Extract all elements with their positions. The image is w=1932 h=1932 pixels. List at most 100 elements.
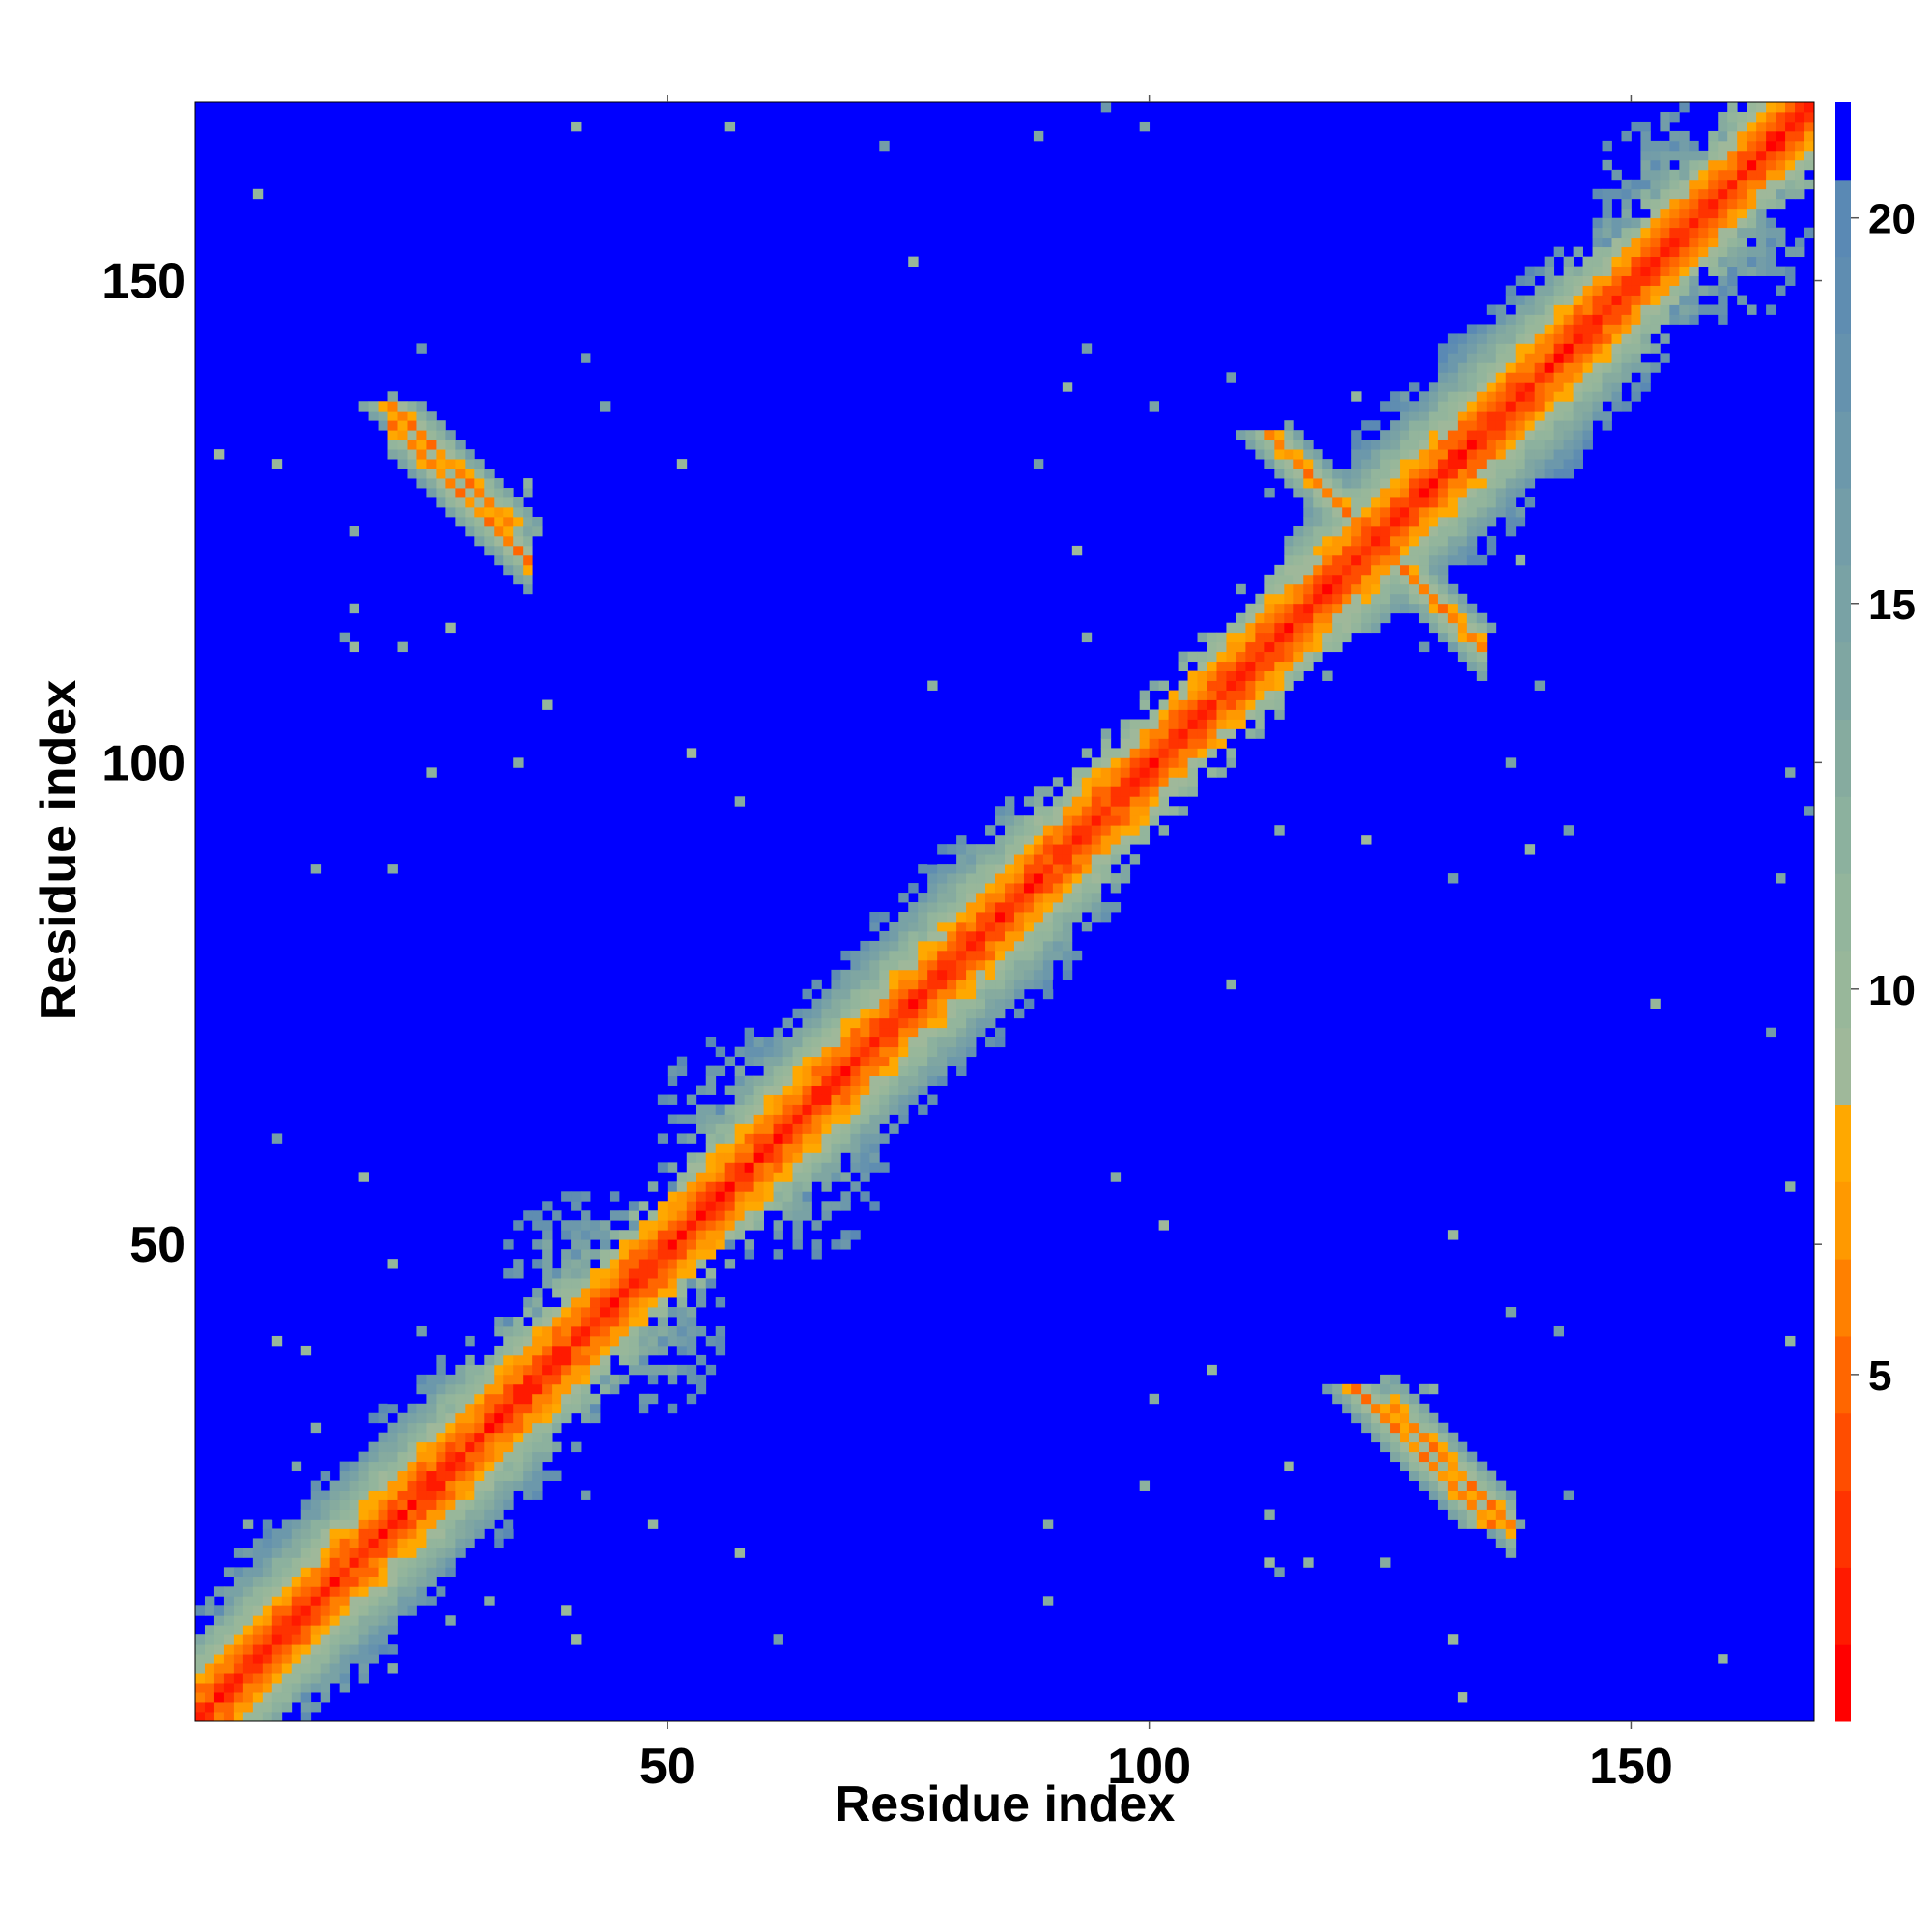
heatmap-cell <box>1447 391 1459 402</box>
heatmap-cell <box>1679 295 1690 305</box>
heatmap-cell <box>426 1519 437 1529</box>
heatmap-cell <box>1718 1654 1728 1664</box>
heatmap-cell <box>869 1056 880 1067</box>
heatmap-cell <box>947 969 957 980</box>
heatmap-cell <box>966 854 977 865</box>
heatmap-cell <box>581 1249 591 1260</box>
heatmap-cell <box>860 1114 870 1124</box>
heatmap-cell <box>667 1335 678 1347</box>
heatmap-cell <box>667 1210 678 1221</box>
heatmap-cell <box>1544 343 1555 354</box>
heatmap-cell <box>1178 690 1188 700</box>
heatmap-cell <box>956 1046 967 1058</box>
heatmap-cell <box>638 1230 649 1240</box>
heatmap-cell <box>1418 1412 1430 1424</box>
heatmap-cell <box>1100 835 1112 845</box>
heatmap-cell <box>426 1596 437 1606</box>
heatmap-cell <box>1611 314 1622 325</box>
heatmap-cell <box>561 1259 572 1269</box>
heatmap-cell <box>1640 333 1651 344</box>
heatmap-cell <box>1505 391 1517 402</box>
heatmap-cell <box>1515 507 1526 518</box>
heatmap-cell <box>1640 324 1651 334</box>
heatmap-cell <box>494 535 504 547</box>
heatmap-cell <box>1669 198 1680 210</box>
heatmap-cell <box>474 1490 485 1500</box>
heatmap-cell <box>1727 217 1738 229</box>
heatmap-cell <box>455 497 466 508</box>
heatmap-cell <box>542 1470 553 1481</box>
heatmap-cell <box>753 1191 764 1202</box>
heatmap-cell <box>494 1461 504 1472</box>
heatmap-cell <box>1274 1567 1285 1577</box>
heatmap-cell <box>811 1123 822 1134</box>
heatmap-cell <box>378 1519 388 1529</box>
heatmap-cell <box>628 1288 639 1298</box>
heatmap-cell <box>1332 564 1343 576</box>
heatmap-cell <box>474 1412 485 1424</box>
heatmap-cell <box>1293 545 1304 556</box>
heatmap-cell <box>1264 622 1275 634</box>
heatmap-cell <box>436 1557 446 1568</box>
heatmap-cell <box>1466 469 1478 479</box>
heatmap-cell <box>474 1374 485 1385</box>
heatmap-cell <box>1120 844 1131 855</box>
heatmap-cell <box>1718 246 1728 258</box>
heatmap-cell <box>291 1654 302 1664</box>
heatmap-cell <box>1342 1403 1352 1414</box>
heatmap-cell <box>947 1027 957 1038</box>
heatmap-cell <box>995 1008 1006 1019</box>
heatmap-cell <box>715 1172 726 1182</box>
heatmap-cell <box>561 1288 572 1298</box>
heatmap-cell <box>1640 188 1651 200</box>
colorbar-segment <box>1835 1104 1851 1182</box>
heatmap-cell <box>985 950 996 961</box>
heatmap-cell <box>513 1470 524 1481</box>
heatmap-cell <box>1476 554 1488 566</box>
heatmap-cell <box>1371 440 1381 450</box>
heatmap-cell <box>1158 719 1169 729</box>
heatmap-cell <box>561 1364 572 1376</box>
heatmap-cell <box>1371 1403 1381 1414</box>
heatmap-cell <box>1013 893 1025 903</box>
heatmap-cell <box>879 1085 890 1095</box>
heatmap-cell <box>339 1683 351 1693</box>
heatmap-cell <box>1149 680 1160 691</box>
heatmap-cell <box>1342 1393 1352 1405</box>
heatmap-cell <box>1621 333 1632 344</box>
heatmap-cell <box>1737 188 1747 200</box>
heatmap-cell <box>1660 217 1670 229</box>
heatmap-cell <box>1727 198 1738 210</box>
heatmap-cell <box>397 1470 408 1481</box>
heatmap-cell <box>378 1403 388 1414</box>
heatmap-cell <box>1033 940 1044 952</box>
heatmap-cell <box>1197 738 1208 749</box>
heatmap-cell <box>1418 1422 1430 1434</box>
heatmap-cell <box>1505 1307 1517 1318</box>
heatmap-cell <box>561 1325 572 1337</box>
heatmap-cell <box>590 1249 601 1260</box>
heatmap-cell <box>1332 545 1343 556</box>
heatmap-cell <box>300 1702 312 1713</box>
heatmap-cell <box>753 1201 764 1211</box>
heatmap-cell <box>474 507 485 518</box>
heatmap-cell <box>638 1278 649 1289</box>
heatmap-cell <box>976 921 986 932</box>
heatmap-cell <box>1071 835 1083 845</box>
heatmap-cell <box>1785 102 1796 113</box>
heatmap-cell <box>1476 391 1488 402</box>
heatmap-cell <box>734 1123 746 1134</box>
heatmap-cell <box>889 1027 899 1038</box>
heatmap-cell <box>368 1615 379 1626</box>
heatmap-cell <box>1437 1499 1449 1510</box>
heatmap-cell <box>397 449 408 460</box>
heatmap-cell <box>600 1325 611 1337</box>
heatmap-cell <box>1071 873 1083 884</box>
heatmap-cell <box>1139 738 1151 749</box>
heatmap-cell <box>571 1441 582 1453</box>
heatmap-cell <box>581 1307 591 1318</box>
heatmap-cell <box>753 1056 764 1067</box>
heatmap-cell <box>879 950 890 961</box>
heatmap-cell <box>638 1335 649 1347</box>
heatmap-cell <box>445 1480 456 1491</box>
